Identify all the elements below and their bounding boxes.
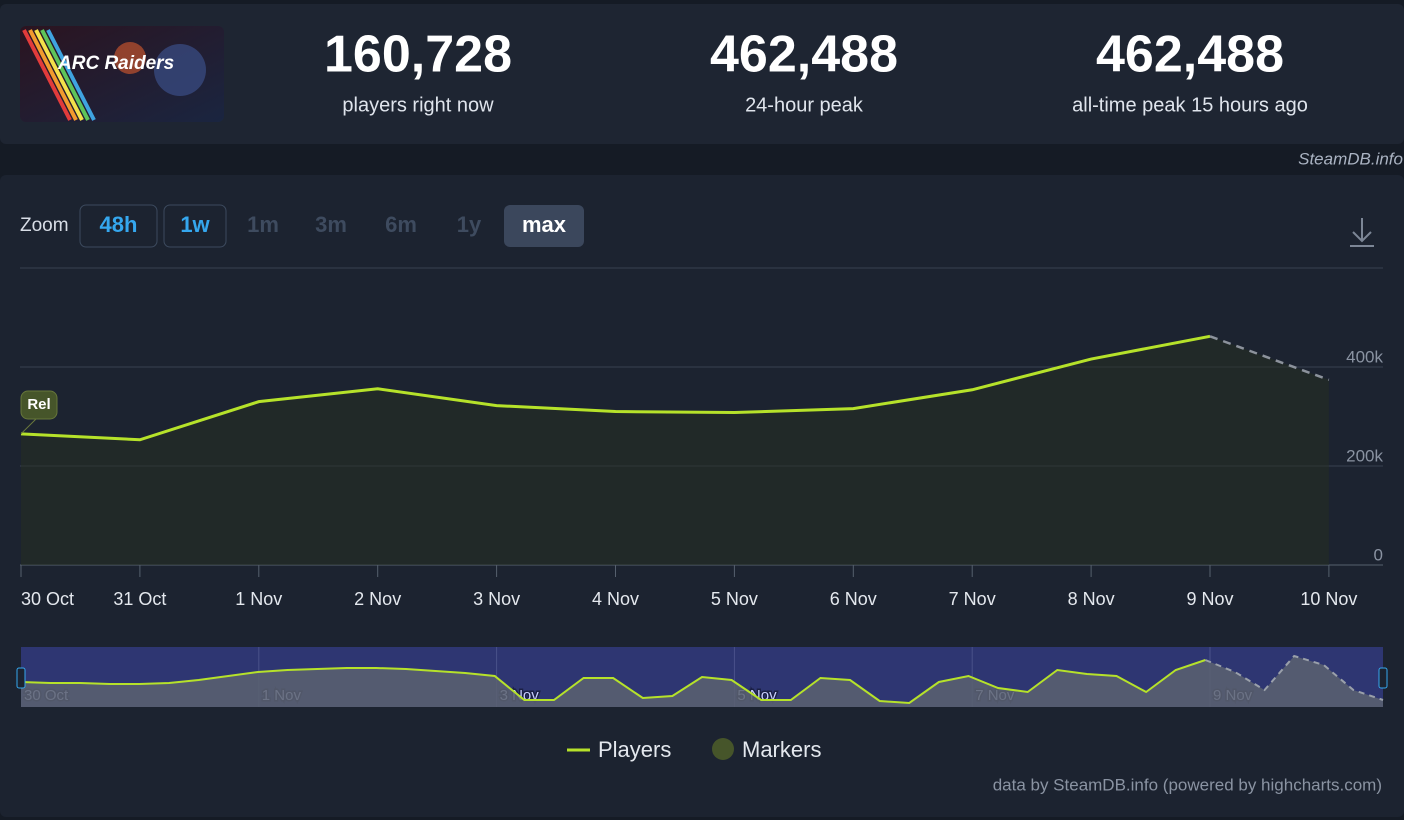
y-tick-label: 200k: [1346, 446, 1383, 465]
stat-label: all-time peak 15 hours ago: [1072, 94, 1308, 116]
zoom-button-bg[interactable]: [504, 205, 584, 247]
line: [20, 334, 1211, 442]
image-figure: [154, 44, 206, 96]
legend-symbol: [712, 738, 734, 760]
line-projection: [1209, 335, 1330, 382]
zoom-button-bg[interactable]: [163, 204, 227, 248]
x-tick-label: 1 Nov: [235, 589, 282, 609]
x-tick-label: 10 Nov: [1300, 589, 1357, 609]
navigator-line: [20, 659, 1206, 705]
x-tick-label: 4 Nov: [592, 589, 639, 609]
annotation-box: [20, 390, 58, 420]
x-tick-label: 9 Nov: [1186, 589, 1233, 609]
y-tick-label: 400k: [1346, 347, 1383, 366]
legend-item[interactable]: Players: [598, 737, 671, 762]
zoom-button[interactable]: max: [522, 212, 567, 237]
zoom-button[interactable]: 1w: [180, 212, 210, 237]
image-stripes: [22, 29, 96, 121]
x-tick-label: 3 Nov: [473, 589, 520, 609]
zoom-button[interactable]: 6m: [385, 212, 417, 237]
x-tick-label: 6 Nov: [830, 589, 877, 609]
x-tick-label: 8 Nov: [1068, 589, 1115, 609]
stat-value: 462,488: [710, 26, 898, 84]
stats-panel: [0, 4, 1404, 144]
stat-value: 160,728: [324, 26, 512, 84]
y-tick-label: 0: [1374, 545, 1383, 564]
zoom-button[interactable]: 1y: [457, 212, 482, 237]
stat-label: players right now: [342, 94, 494, 116]
navigator-handle[interactable]: [1378, 667, 1388, 689]
legend-item[interactable]: Markers: [742, 737, 821, 762]
navigator-projection: [1204, 654, 1384, 701]
x-tick-label: 30 Oct: [21, 589, 74, 609]
zoom-button[interactable]: 48h: [100, 212, 138, 237]
credits: data by SteamDB.info (powered by highcha…: [993, 775, 1382, 794]
stat-label: 24-hour peak: [745, 94, 864, 116]
annotation: Rel: [27, 396, 50, 413]
image-figure: [114, 42, 146, 74]
source: SteamDB.info: [1298, 149, 1403, 168]
zoom-button[interactable]: 1m: [247, 212, 279, 237]
x-tick-label: 5 Nov: [711, 589, 758, 609]
download-icon[interactable]: [1350, 218, 1374, 247]
x-tick-label: 31 Oct: [113, 589, 166, 609]
x-tick-label: 7 Nov: [949, 589, 996, 609]
annotation-connector: [20, 417, 38, 435]
navigator-handle[interactable]: [16, 667, 26, 689]
image-text: ARC Raiders: [57, 53, 174, 74]
stat-value: 462,488: [1096, 26, 1284, 84]
zoom-button[interactable]: 3m: [315, 212, 347, 237]
x-tick-label: 2 Nov: [354, 589, 401, 609]
zoom-label: Zoom: [20, 215, 69, 236]
zoom-button-bg[interactable]: [79, 204, 158, 248]
